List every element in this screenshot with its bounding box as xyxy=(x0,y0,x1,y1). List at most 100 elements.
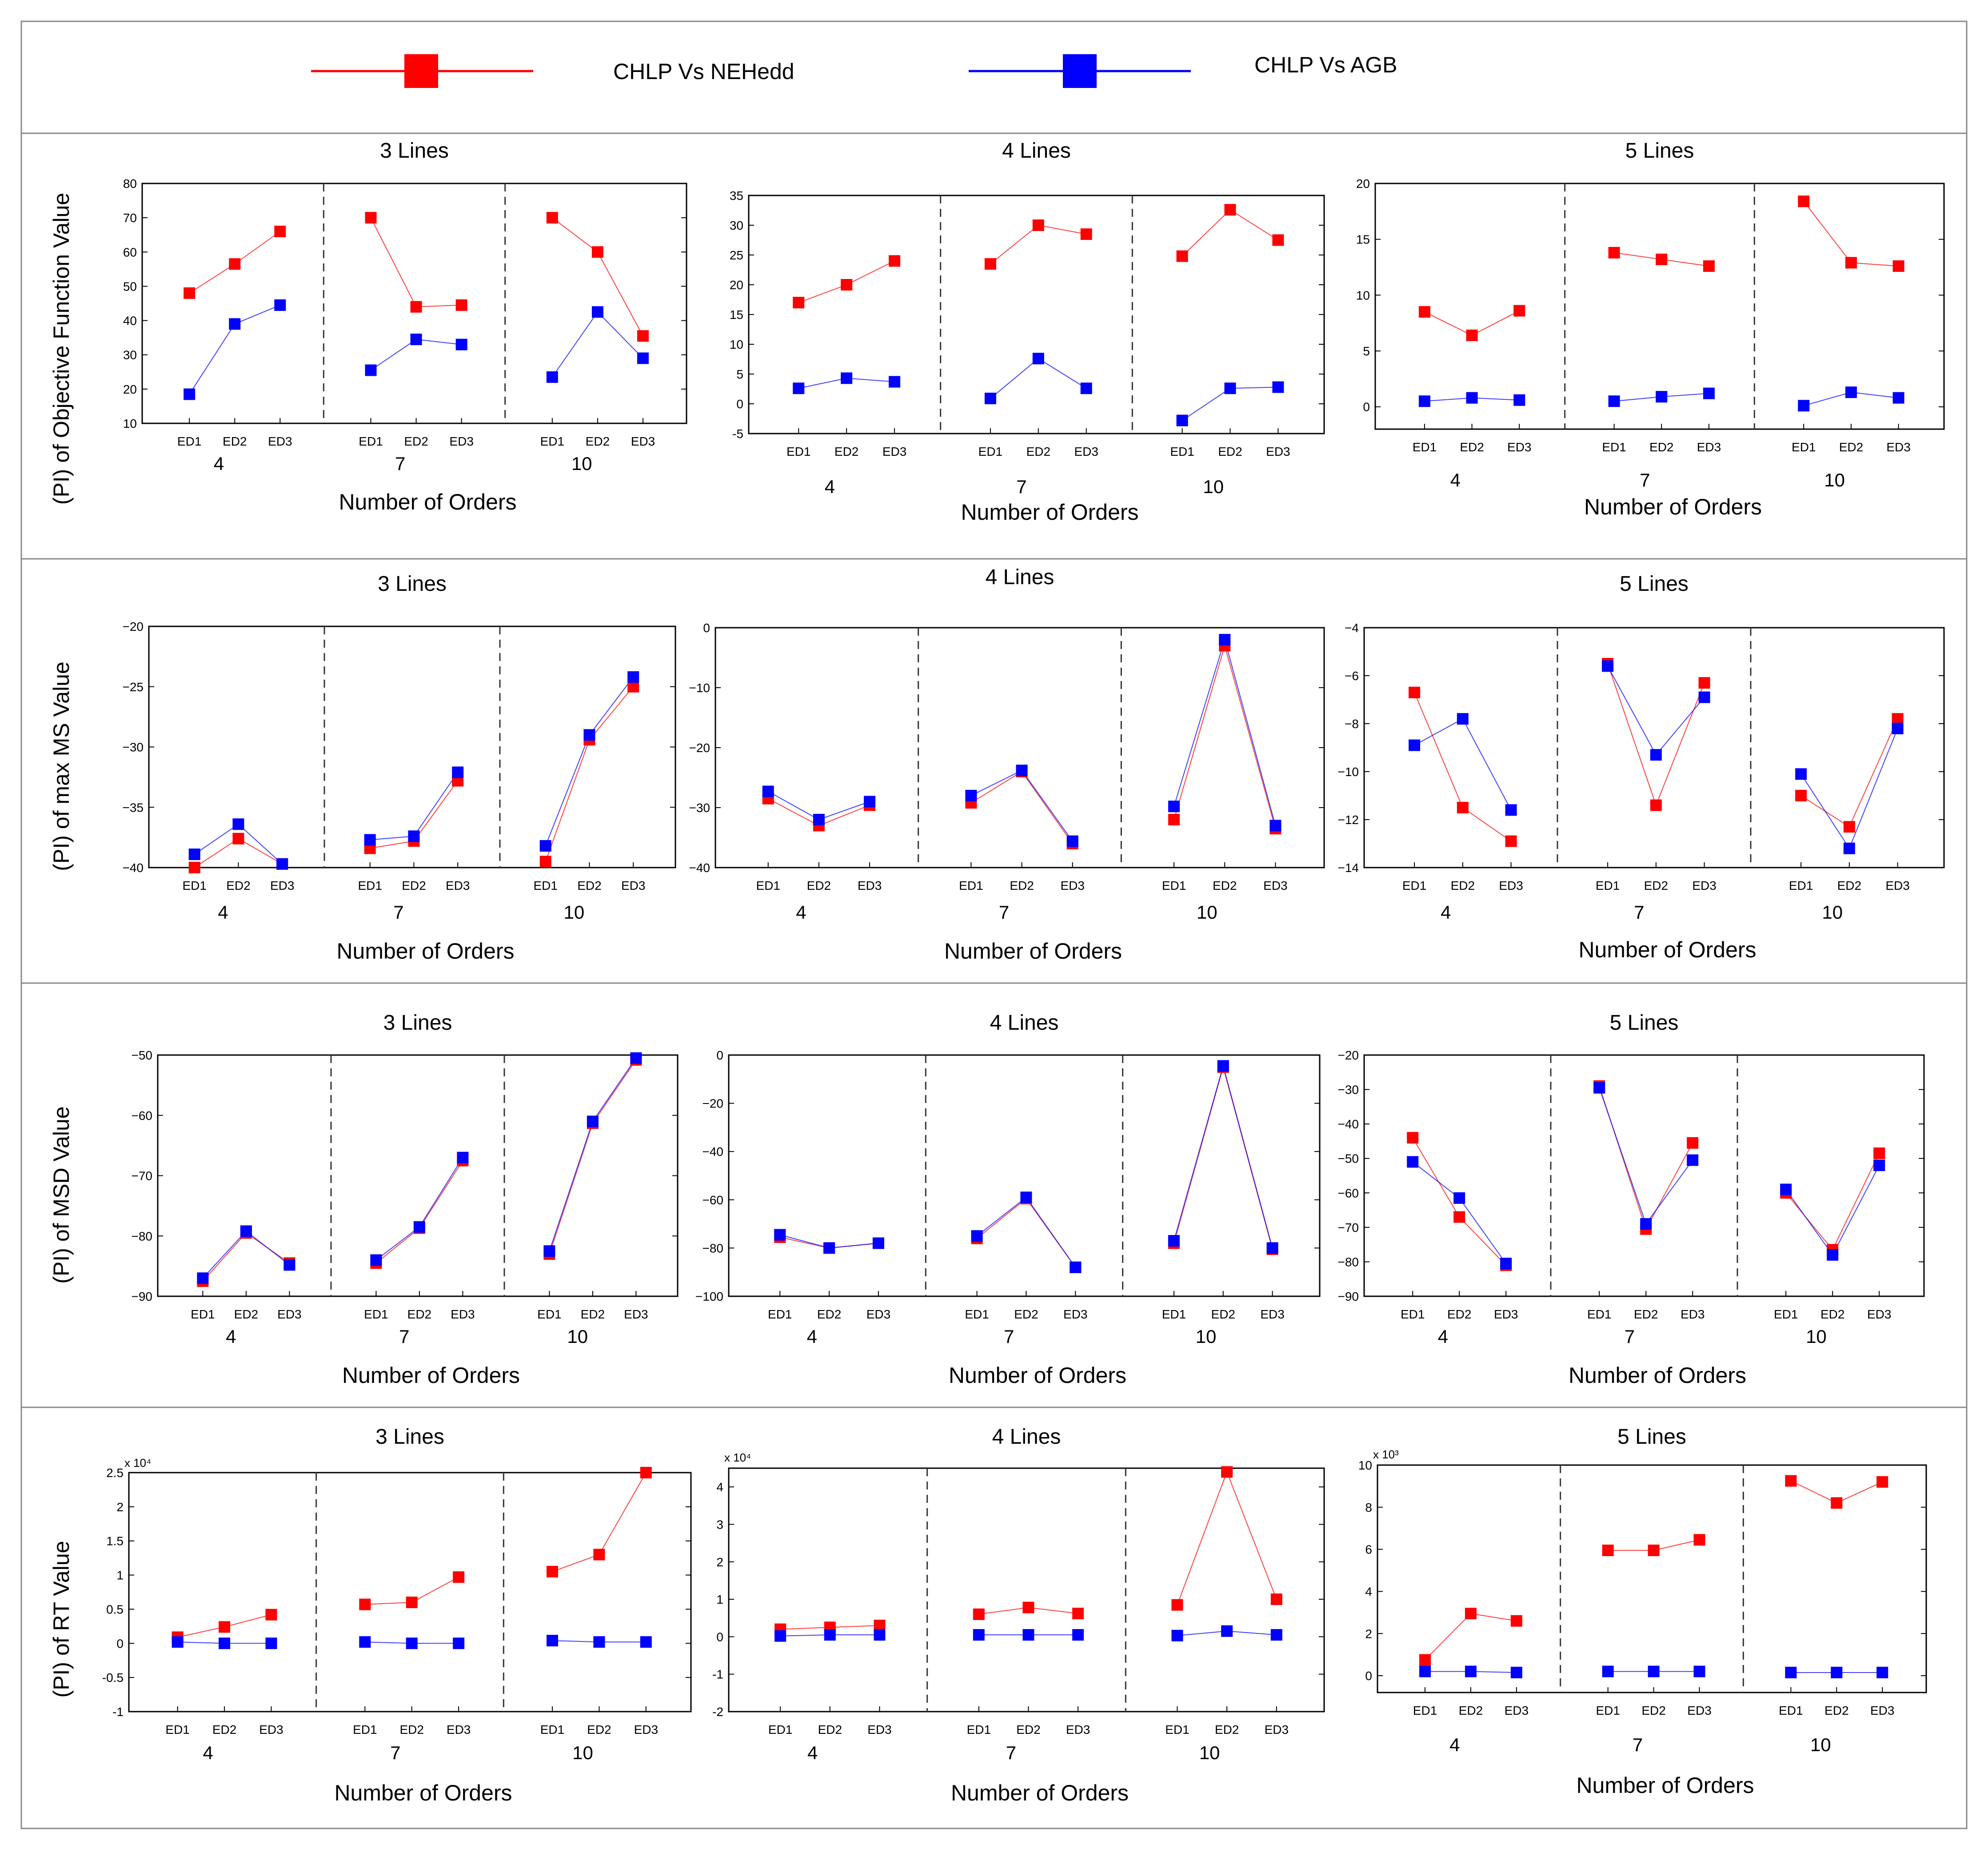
data-point xyxy=(1795,790,1807,801)
y-tick-label: 2 xyxy=(1365,1627,1372,1641)
group-label: 7 xyxy=(1640,470,1650,490)
y-tick-label: -0.5 xyxy=(102,1671,124,1685)
data-point xyxy=(1080,382,1092,394)
data-point xyxy=(1221,1466,1233,1478)
data-point xyxy=(1270,1593,1282,1605)
x-tick-label: ED1 xyxy=(359,434,383,448)
y-tick-label: 15 xyxy=(730,308,743,322)
group-label: 10 xyxy=(1824,470,1845,490)
data-point xyxy=(1457,713,1469,725)
group-label: 10 xyxy=(1203,476,1224,497)
y-tick-label: −90 xyxy=(132,1290,153,1303)
x-tick-label: ED3 xyxy=(1681,1307,1705,1321)
x-tick-label: ED3 xyxy=(1074,445,1098,458)
x-tick-label: ED3 xyxy=(1066,1723,1090,1736)
legend-item-agb: CHLP Vs AGB xyxy=(969,52,1397,88)
x-tick-label: ED2 xyxy=(402,879,426,892)
data-point xyxy=(410,334,422,345)
y-tick-label: 30 xyxy=(123,348,137,362)
x-tick-label: ED1 xyxy=(1402,879,1426,892)
y-tick-label: 4 xyxy=(716,1480,723,1494)
x-tick-label: ED1 xyxy=(1165,1723,1189,1736)
data-point xyxy=(1650,799,1662,811)
chart-panel: 3 Lines 10 20 30 40 50 60 70 80 ED1 ED2 ED3 ED1 ED2 ED… xyxy=(123,139,687,514)
data-point xyxy=(1016,765,1028,777)
chart-title: 4 Lines xyxy=(1002,139,1071,163)
x-tick-label: ED3 xyxy=(1265,1723,1289,1736)
data-point xyxy=(889,255,901,267)
y-tick-label: −6 xyxy=(1345,669,1359,683)
x-tick-label: ED1 xyxy=(353,1723,377,1736)
figure-frame xyxy=(20,20,1968,1829)
y-tick-label: −4 xyxy=(1345,621,1359,635)
x-tick-label: ED2 xyxy=(1641,1704,1665,1717)
data-point xyxy=(841,279,853,291)
data-point xyxy=(1176,250,1188,262)
y-tick-label: −12 xyxy=(1338,813,1359,827)
y-tick-label: 0 xyxy=(703,621,710,635)
x-axis-label: Number of Orders xyxy=(1576,1773,1754,1798)
y-tick-label: 20 xyxy=(1356,177,1370,191)
x-tick-label: ED2 xyxy=(1215,1723,1239,1736)
group-label: 10 xyxy=(1822,902,1843,923)
x-tick-label: ED2 xyxy=(586,434,610,448)
y-tick-label: 50 xyxy=(123,279,137,293)
data-point xyxy=(1892,722,1904,734)
y-tick-label: 1 xyxy=(716,1593,723,1606)
x-tick-label: ED1 xyxy=(191,1307,215,1321)
x-tick-label: ED2 xyxy=(1026,445,1050,458)
x-tick-label: ED1 xyxy=(965,1307,989,1321)
data-point xyxy=(762,785,774,797)
data-point xyxy=(1221,1625,1233,1637)
y-tick-label: 4 xyxy=(1365,1585,1372,1598)
row-ylabel-objective: (PI) of Objective Function Value xyxy=(49,193,74,505)
data-point xyxy=(593,1636,605,1648)
x-tick-label: ED1 xyxy=(540,1723,564,1736)
group-label: 10 xyxy=(1806,1326,1827,1347)
x-tick-label: ED3 xyxy=(882,445,906,458)
data-point xyxy=(1466,392,1478,404)
legend-label-agb: CHLP Vs AGB xyxy=(1254,52,1397,77)
row-ylabel-rt: (PI) of RT Value xyxy=(49,1541,74,1698)
y-tick-label: −60 xyxy=(1338,1186,1359,1200)
chart-panel: 3 Lines −90 −80 −70 −60 −50 ED1 ED2 ED3 ED1 ED2 ED3… xyxy=(132,1011,679,1388)
group-label: 4 xyxy=(203,1742,213,1763)
data-point xyxy=(539,856,551,868)
data-point xyxy=(229,318,241,330)
data-point xyxy=(413,1221,425,1233)
data-point xyxy=(824,1629,836,1641)
y-tick-label: 0 xyxy=(116,1637,124,1650)
x-tick-label: ED1 xyxy=(1413,1704,1437,1717)
x-axis-label: Number of Orders xyxy=(944,939,1122,964)
chart-title: 3 Lines xyxy=(380,139,449,163)
data-point xyxy=(1032,219,1044,231)
x-tick-label: ED1 xyxy=(959,879,983,892)
data-point xyxy=(1785,1475,1797,1487)
y-tick-label: 3 xyxy=(716,1517,723,1531)
x-tick-label: ED1 xyxy=(364,1307,388,1321)
chart-title: 5 Lines xyxy=(1620,572,1689,596)
data-point xyxy=(1409,739,1421,751)
chart-title: 3 Lines xyxy=(383,1011,452,1035)
y-tick-label: −20 xyxy=(1338,1048,1359,1062)
y-tick-label: 0 xyxy=(1363,400,1370,414)
data-point xyxy=(1269,820,1281,832)
x-tick-label: ED1 xyxy=(537,1307,561,1321)
data-point xyxy=(1608,247,1620,259)
y-tick-label: 10 xyxy=(1358,1458,1372,1472)
x-tick-label: ED2 xyxy=(1016,1723,1040,1736)
data-point xyxy=(365,212,377,224)
x-tick-label: ED3 xyxy=(1507,440,1531,454)
x-axis-label: Number of Orders xyxy=(342,1363,520,1388)
data-point xyxy=(276,858,288,870)
chart-panel: 4 Lines −100 −80 −60 −40 −20 0 ED1 ED2 ED3 ED1 ED2 E… xyxy=(695,1011,1321,1388)
data-point xyxy=(864,796,876,808)
data-point xyxy=(1510,1666,1522,1678)
chart-title: 5 Lines xyxy=(1610,1011,1679,1035)
data-point xyxy=(1171,1629,1183,1641)
x-tick-label: ED2 xyxy=(399,1723,423,1736)
x-tick-label: ED1 xyxy=(1792,440,1816,454)
data-point xyxy=(1465,1665,1477,1677)
x-tick-label: ED2 xyxy=(1837,879,1861,892)
data-point xyxy=(539,840,551,852)
